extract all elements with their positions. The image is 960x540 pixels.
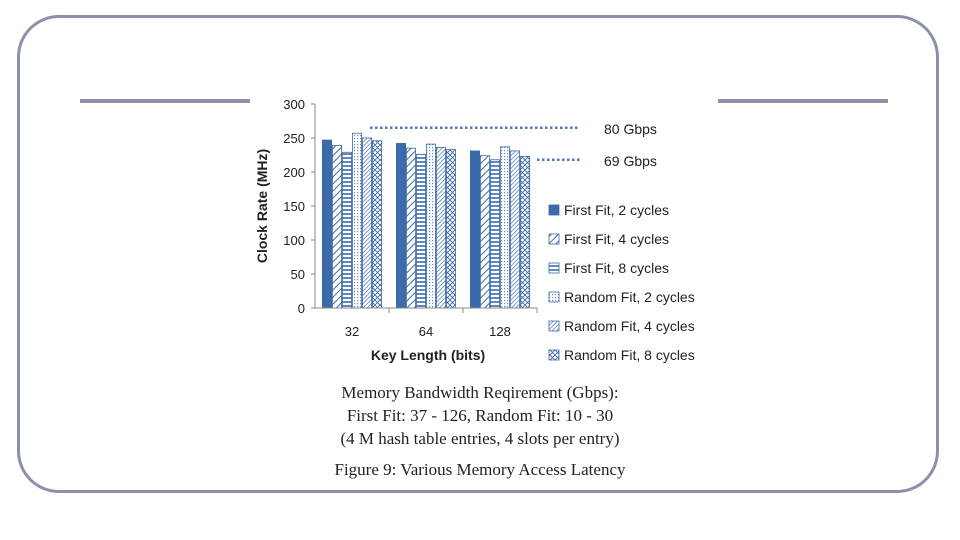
legend-label: First Fit, 8 cycles — [564, 260, 669, 276]
bar — [331, 145, 342, 309]
bar — [509, 150, 520, 309]
bar — [341, 151, 352, 309]
axes: 0 50 100 150 200 250 300 32 64 128 — [283, 97, 538, 339]
bar — [489, 159, 500, 309]
bar — [425, 143, 436, 309]
reference-lines: 80 Gbps 69 Gbps — [370, 121, 657, 169]
bar — [415, 153, 426, 309]
legend-swatch — [548, 233, 560, 245]
reference-line-label: 80 Gbps — [604, 121, 657, 137]
legend-swatch — [548, 204, 560, 216]
title-rule-right — [718, 99, 888, 103]
legend-label: First Fit, 2 cycles — [564, 202, 669, 218]
caption-line-1: Memory Bandwidth Reqirement (Gbps): — [341, 383, 619, 402]
bar — [321, 139, 332, 309]
x-axis-title: Key Length (bits) — [371, 347, 485, 363]
legend: First Fit, 2 cycles First Fit, 4 cycles Fi… — [548, 202, 695, 363]
y-tick-label: 0 — [298, 301, 305, 316]
legend-swatch — [548, 320, 560, 332]
x-tick-label: 32 — [345, 324, 359, 339]
caption-line-2: First Fit: 37 - 126, Random Fit: 10 - 30 — [346, 406, 614, 425]
bar — [351, 132, 362, 309]
bar — [469, 150, 480, 309]
y-tick-label: 300 — [283, 97, 305, 112]
y-tick-label: 250 — [283, 131, 305, 146]
y-tick-label: 150 — [283, 199, 305, 214]
legend-swatch — [548, 291, 560, 303]
title-rule-left — [80, 99, 250, 103]
legend-label: Random Fit, 8 cycles — [564, 347, 695, 363]
y-tick-label: 200 — [283, 165, 305, 180]
y-tick-label: 100 — [283, 233, 305, 248]
bar — [520, 155, 531, 309]
legend-label: Random Fit, 4 cycles — [564, 318, 695, 334]
y-axis-title: Clock Rate (MHz) — [254, 149, 270, 263]
bar — [395, 143, 406, 309]
bar — [361, 137, 372, 309]
y-tick-label: 50 — [291, 267, 305, 282]
bar — [479, 155, 490, 309]
bar — [445, 149, 456, 309]
legend-label: First Fit, 4 cycles — [564, 231, 669, 247]
bar — [499, 146, 510, 309]
legend-swatch — [548, 262, 560, 274]
bar — [371, 140, 382, 309]
slide-frame — [17, 15, 939, 493]
figure-caption: Figure 9: Various Memory Access Latency — [334, 460, 626, 479]
bars — [321, 132, 531, 309]
bar — [405, 147, 416, 309]
x-tick-label: 64 — [419, 324, 433, 339]
reference-line-label: 69 Gbps — [604, 153, 657, 169]
caption-line-3: (4 M hash table entries, 4 slots per ent… — [340, 429, 620, 448]
bar — [435, 147, 446, 309]
legend-label: Random Fit, 2 cycles — [564, 289, 695, 305]
x-tick-label: 128 — [489, 324, 511, 339]
legend-swatch — [548, 349, 560, 361]
